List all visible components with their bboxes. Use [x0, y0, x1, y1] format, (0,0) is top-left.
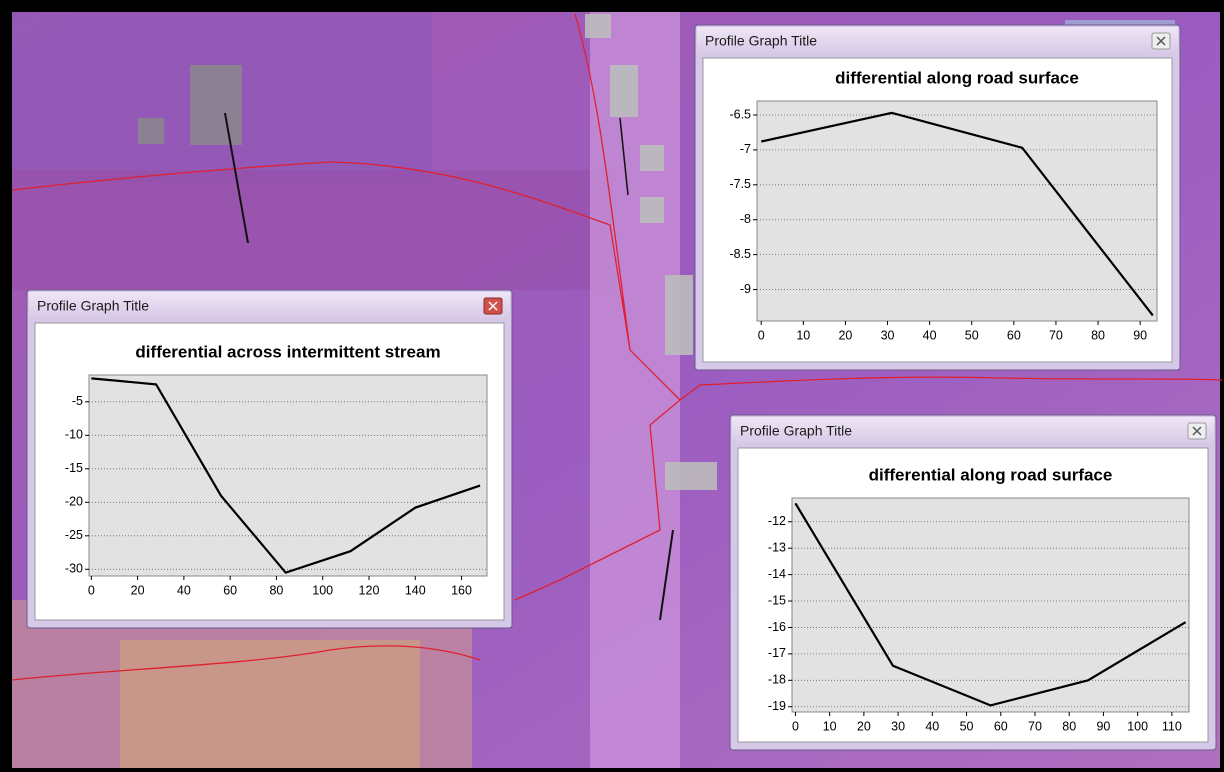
x-tick-label: 0 — [758, 328, 765, 342]
y-tick-label: -16 — [768, 620, 786, 634]
x-tick-label: 80 — [1091, 328, 1105, 342]
plot-area — [757, 101, 1157, 321]
x-tick-label: 20 — [131, 583, 145, 597]
x-tick-label: 30 — [881, 328, 895, 342]
x-tick-label: 20 — [857, 719, 871, 733]
x-tick-label: 60 — [994, 719, 1008, 733]
y-tick-label: -6.5 — [729, 107, 751, 121]
x-tick-label: 120 — [359, 583, 380, 597]
x-tick-label: 50 — [960, 719, 974, 733]
x-tick-label: 10 — [823, 719, 837, 733]
window-title: Profile Graph Title — [705, 33, 817, 49]
x-tick-label: 40 — [177, 583, 191, 597]
x-tick-label: 160 — [451, 583, 472, 597]
y-tick-label: -15 — [768, 593, 786, 607]
y-tick-label: -12 — [768, 514, 786, 528]
x-tick-label: 70 — [1049, 328, 1063, 342]
x-tick-label: 0 — [792, 719, 799, 733]
y-tick-label: -13 — [768, 540, 786, 554]
y-tick-label: -30 — [65, 562, 83, 576]
y-tick-label: -7.5 — [729, 177, 751, 191]
x-tick-label: 40 — [923, 328, 937, 342]
chart-title: differential across intermittent stream — [135, 342, 440, 361]
x-tick-label: 100 — [1127, 719, 1148, 733]
x-tick-label: 40 — [925, 719, 939, 733]
y-tick-label: -15 — [65, 461, 83, 475]
profile-window: Profile Graph Title differential along ro… — [695, 25, 1180, 370]
x-tick-label: 30 — [891, 719, 905, 733]
x-tick-label: 60 — [223, 583, 237, 597]
y-tick-label: -18 — [768, 673, 786, 687]
x-tick-label: 60 — [1007, 328, 1021, 342]
chart-title: differential along road surface — [835, 68, 1079, 87]
x-tick-label: 90 — [1096, 719, 1110, 733]
y-tick-label: -8 — [740, 212, 751, 226]
x-tick-label: 140 — [405, 583, 426, 597]
x-tick-label: 10 — [796, 328, 810, 342]
profile-window: Profile Graph Title differential along ro… — [730, 415, 1216, 750]
x-tick-label: 20 — [838, 328, 852, 342]
x-tick-label: 50 — [965, 328, 979, 342]
y-tick-label: -25 — [65, 528, 83, 542]
y-tick-label: -7 — [740, 142, 751, 156]
y-tick-label: -17 — [768, 646, 786, 660]
x-tick-label: 90 — [1133, 328, 1147, 342]
y-tick-label: -19 — [768, 699, 786, 713]
y-tick-label: -10 — [65, 428, 83, 442]
y-tick-label: -8.5 — [729, 247, 751, 261]
window-title: Profile Graph Title — [740, 423, 852, 439]
x-tick-label: 100 — [312, 583, 333, 597]
x-tick-label: 80 — [1062, 719, 1076, 733]
y-tick-label: -14 — [768, 567, 786, 581]
x-tick-label: 0 — [88, 583, 95, 597]
y-tick-label: -5 — [72, 394, 83, 408]
screen: Profile Graph Title differential along ro… — [0, 0, 1224, 772]
y-tick-label: -20 — [65, 495, 83, 509]
x-tick-label: 70 — [1028, 719, 1042, 733]
window-title: Profile Graph Title — [37, 298, 149, 314]
x-tick-label: 110 — [1162, 719, 1182, 733]
x-tick-label: 80 — [269, 583, 283, 597]
y-tick-label: -9 — [740, 282, 751, 296]
chart-title: differential along road surface — [869, 465, 1113, 484]
plot-area — [89, 375, 487, 576]
profile-window: Profile Graph Title differential across i… — [27, 290, 512, 628]
